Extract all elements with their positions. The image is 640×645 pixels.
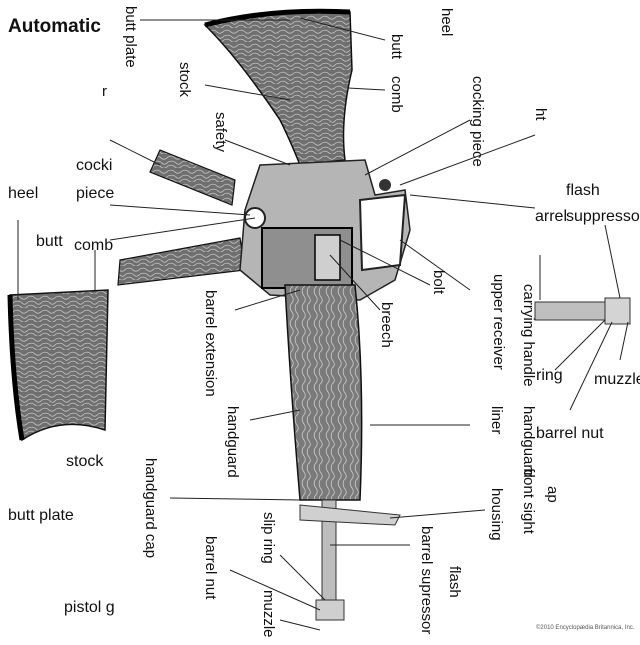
- label-handguard-mid: handguard: [224, 406, 241, 478]
- label-handguard-cap: handguard cap: [142, 458, 159, 559]
- muzzle: [315, 599, 345, 621]
- label-heel-top: heel: [438, 8, 455, 37]
- label-heel-left: heel: [8, 185, 39, 202]
- leader-lines: [17, 17, 629, 631]
- label-slip-ring: slip ring: [260, 512, 277, 564]
- label-safety: safety: [212, 112, 229, 153]
- label-butt-plate-top: butt plate: [122, 6, 139, 68]
- front-sight: [299, 504, 401, 526]
- label-ap: ap: [544, 486, 561, 503]
- right-barrel: [534, 301, 611, 321]
- label-barrel-supressor: barrel supressor: [418, 526, 435, 635]
- right-flash-suppressor: [604, 297, 631, 325]
- label-housing: housing: [488, 488, 505, 541]
- label-muzzle-bottom: muzzle: [260, 590, 277, 638]
- label-ht: ht: [532, 108, 549, 121]
- label-butt-top: butt: [388, 34, 405, 60]
- label-front-sight: front sight: [520, 468, 537, 534]
- label-pistol-g: pistol g: [64, 599, 115, 616]
- magazine: [117, 237, 246, 286]
- handguard: [284, 284, 363, 501]
- label-muzzle-right: muzzle: [594, 371, 640, 388]
- label-ring: ring: [536, 367, 563, 384]
- carrying-handle: [358, 193, 407, 272]
- label-comb-top: comb: [388, 76, 405, 113]
- label-carrying-handle: carrying handle: [520, 284, 537, 387]
- label-flash-bottom: flash: [446, 566, 463, 598]
- left-stock: [9, 289, 109, 442]
- label-r-fragment: r: [102, 83, 107, 100]
- label-handguard-right: handguard: [520, 406, 537, 478]
- label-arrel: arrel: [535, 208, 568, 225]
- label-flash-suppressor-right: flash suppressor: [566, 182, 640, 225]
- diagram-title: Automatic rifle: [8, 17, 105, 36]
- label-bolt: bolt: [430, 270, 447, 295]
- label-comb-left: comb: [74, 237, 114, 254]
- label-cocking-left-a: cocki: [76, 157, 113, 174]
- left-butt-plate: [7, 294, 25, 441]
- label-cocking-piece-top: cocking piece: [469, 76, 486, 167]
- label-cocking-left-b: piece: [76, 185, 115, 202]
- bolt-detail: [314, 234, 341, 281]
- label-barrel-nut-right: barrel nut: [536, 425, 604, 442]
- label-breech: breech: [378, 302, 395, 348]
- label-butt-plate-left: butt plate: [8, 507, 74, 524]
- label-upper-receiver: upper receiver: [490, 274, 507, 370]
- label-stock-left: stock: [66, 453, 104, 470]
- label-barrel-nut-bottom: barrel nut: [202, 536, 219, 600]
- label-butt-left: butt: [36, 233, 63, 250]
- ring-detail: [379, 179, 391, 191]
- label-stock-top: stock: [176, 62, 193, 98]
- label-barrel-extension: barrel extension: [202, 290, 219, 397]
- pistol-grip: [149, 149, 236, 206]
- label-liner: liner: [488, 406, 505, 435]
- main-butt-plate: [204, 8, 351, 28]
- credit-line: ©2010 Encyclopædia Britannica, Inc.: [536, 625, 635, 631]
